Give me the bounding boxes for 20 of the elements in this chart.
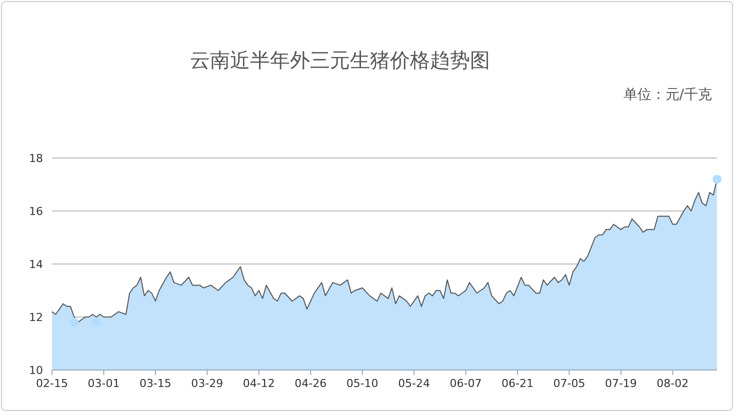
y-tick-label: 12 [29, 311, 43, 324]
x-tick-label: 07-19 [604, 377, 637, 390]
x-tick-label: 02-15 [36, 377, 68, 390]
y-tick-label: 10 [29, 364, 43, 377]
x-tick-label: 08-02 [656, 377, 689, 390]
y-tick-label: 18 [29, 152, 43, 165]
x-tick-label: 04-26 [294, 377, 327, 390]
chart-title: 云南近半年外三元生猪价格趋势图 [190, 48, 490, 72]
x-tick-label: 07-05 [553, 377, 586, 390]
y-tick-label: 16 [29, 205, 43, 218]
x-tick-label: 06-21 [502, 377, 534, 390]
y-tick-label: 14 [29, 258, 43, 271]
x-tick-label: 06-07 [450, 377, 482, 390]
x-tick-label: 04-12 [242, 377, 275, 390]
x-tick-label: 03-15 [139, 377, 172, 390]
text: 单位：元/千克 [623, 87, 712, 103]
x-tick-label: 03-01 [88, 377, 120, 390]
x-tick-label: 03-29 [191, 377, 224, 390]
x-tick-label: 05-24 [398, 377, 430, 390]
x-tick-label: 05-10 [346, 377, 378, 390]
